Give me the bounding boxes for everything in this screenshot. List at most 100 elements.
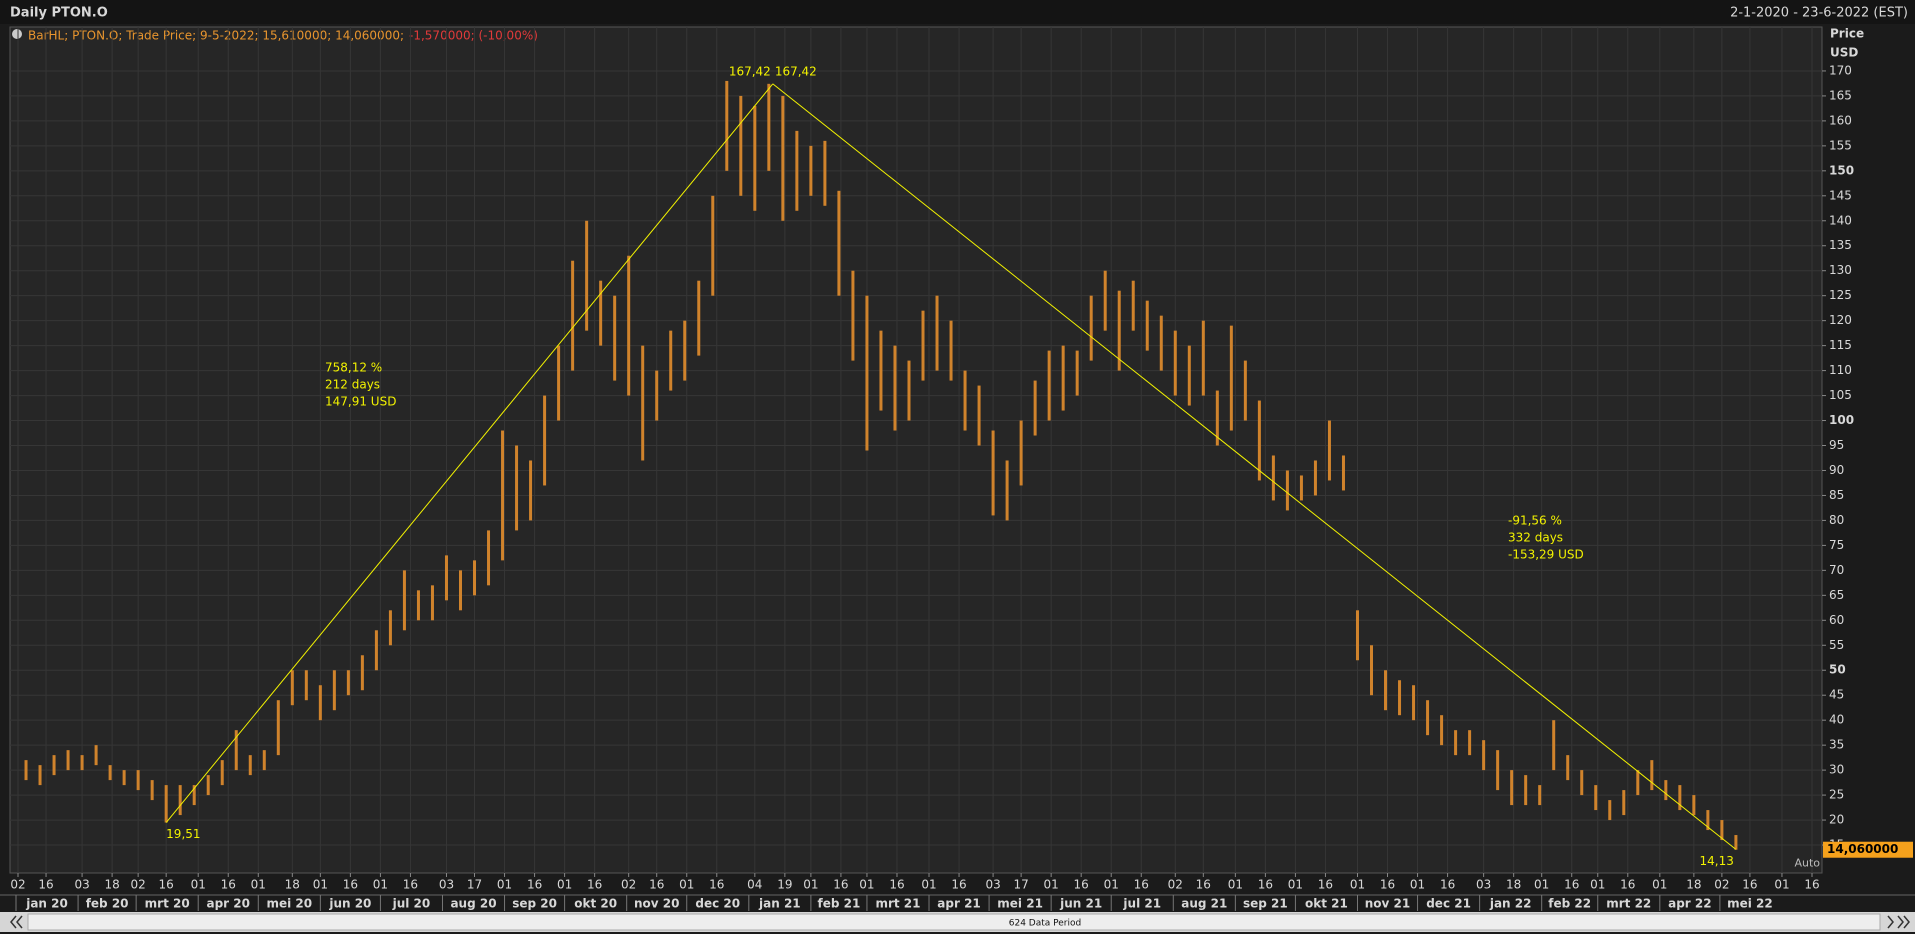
y-tick-label: 40 xyxy=(1829,713,1844,727)
x-tick-label: 16 xyxy=(1258,878,1273,892)
x-tick-label: 16 xyxy=(403,878,418,892)
price-bar xyxy=(767,83,771,171)
price-bar xyxy=(1159,315,1163,371)
month-label: jun 21 xyxy=(1059,897,1102,911)
price-bar xyxy=(669,330,673,391)
price-bar xyxy=(94,745,98,766)
month-label: jul 21 xyxy=(1122,897,1161,911)
date-range: 2-1-2020 - 23-6-2022 (EST) xyxy=(1730,6,1908,21)
month-label: feb 22 xyxy=(1548,897,1591,911)
scrollbar-thumb[interactable] xyxy=(27,913,1881,931)
price-bar xyxy=(473,560,477,596)
y-tick-label: 155 xyxy=(1829,138,1852,152)
y-tick-label: 170 xyxy=(1829,63,1852,77)
y-tick-label: 30 xyxy=(1829,763,1844,777)
price-bar xyxy=(1426,700,1430,736)
x-tick-label: 01 xyxy=(1350,878,1365,892)
scroll-end[interactable] xyxy=(1887,915,1910,929)
x-tick-label: 01 xyxy=(1104,878,1119,892)
scroll-start[interactable] xyxy=(10,915,23,929)
price-bar xyxy=(1299,475,1303,501)
price-bar xyxy=(809,145,813,196)
y-tick-label: 80 xyxy=(1829,513,1844,527)
month-label: jul 20 xyxy=(392,897,431,911)
price-bar xyxy=(1019,420,1023,486)
trend-stat: 212 days xyxy=(325,378,380,392)
month-label: jan 22 xyxy=(1489,897,1532,911)
price-bar xyxy=(1075,350,1079,396)
price-bar xyxy=(248,755,252,776)
price-bar xyxy=(234,730,238,771)
trend-stat: -91,56 % xyxy=(1508,514,1562,528)
x-tick-label: 01 xyxy=(1774,878,1789,892)
x-tick-label: 01 xyxy=(1534,878,1549,892)
price-bar xyxy=(1187,345,1191,406)
price-bar xyxy=(739,95,743,196)
x-tick-label: 01 xyxy=(921,878,936,892)
price-bar xyxy=(1355,610,1359,661)
x-tick-label: 01 xyxy=(1652,878,1667,892)
x-tick-label: 16 xyxy=(951,878,966,892)
x-tick-label: 03 xyxy=(74,878,89,892)
y-tick-label: 60 xyxy=(1829,613,1844,627)
x-tick-label: 16 xyxy=(1380,878,1395,892)
price-bar xyxy=(1005,460,1009,521)
price-bar xyxy=(865,295,869,451)
month-label: mei 20 xyxy=(266,897,312,911)
price-bar xyxy=(444,555,448,601)
price-bar xyxy=(599,280,603,346)
x-tick-label: 16 xyxy=(1742,878,1757,892)
x-tick-label: 16 xyxy=(889,878,904,892)
x-tick-label: 18 xyxy=(104,878,119,892)
price-bar xyxy=(1327,420,1331,481)
scale-mode: Auto xyxy=(1794,857,1820,870)
price-bar xyxy=(220,760,224,786)
month-label: apr 21 xyxy=(937,897,980,911)
axis-unit: USD xyxy=(1830,46,1858,60)
price-bar xyxy=(529,460,533,521)
month-label: jun 20 xyxy=(328,897,371,911)
x-tick-label: 02 xyxy=(621,878,636,892)
price-bar xyxy=(1341,455,1345,491)
price-bar xyxy=(1734,835,1738,850)
x-tick-label: 17 xyxy=(467,878,482,892)
price-bar xyxy=(458,570,462,611)
scrollbar[interactable]: 624 Data Period xyxy=(0,912,1915,932)
y-tick-label: 105 xyxy=(1829,388,1852,402)
month-label: mei 21 xyxy=(997,897,1043,911)
x-tick-label: 16 xyxy=(1564,878,1579,892)
x-tick-label: 18 xyxy=(1686,878,1701,892)
x-tick-label: 19 xyxy=(777,878,792,892)
x-tick-label: 18 xyxy=(1506,878,1521,892)
x-tick-label: 01 xyxy=(251,878,266,892)
trend-line xyxy=(165,83,774,823)
price-bar xyxy=(1580,770,1584,796)
price-bar xyxy=(1370,645,1374,696)
y-tick-label: 50 xyxy=(1829,663,1846,677)
price-bar xyxy=(1201,320,1205,396)
legend-icon[interactable] xyxy=(12,29,22,39)
month-label: dec 20 xyxy=(695,897,740,911)
y-tick-label: 150 xyxy=(1829,163,1854,177)
price-bar xyxy=(1538,785,1542,806)
x-tick-label: 01 xyxy=(1410,878,1425,892)
x-tick-label: 02 xyxy=(1714,878,1729,892)
x-tick-label: 16 xyxy=(1134,878,1149,892)
x-tick-label: 16 xyxy=(1620,878,1635,892)
price-bar xyxy=(487,530,491,586)
price-bar xyxy=(1313,460,1317,496)
price-bar xyxy=(1131,280,1135,331)
x-tick-label: 01 xyxy=(1590,878,1605,892)
y-tick-label: 35 xyxy=(1829,738,1844,752)
price-bar xyxy=(795,130,799,211)
x-tick-label: 16 xyxy=(38,878,53,892)
y-tick-label: 20 xyxy=(1829,813,1844,827)
price-bar xyxy=(921,310,925,381)
x-tick-label: 02 xyxy=(1168,878,1183,892)
x-tick-label: 16 xyxy=(159,878,174,892)
x-tick-label: 01 xyxy=(859,878,874,892)
price-bar xyxy=(1496,750,1500,791)
x-tick-label: 16 xyxy=(649,878,664,892)
x-tick-label: 16 xyxy=(221,878,236,892)
trend-stat: -153,29 USD xyxy=(1508,548,1584,562)
